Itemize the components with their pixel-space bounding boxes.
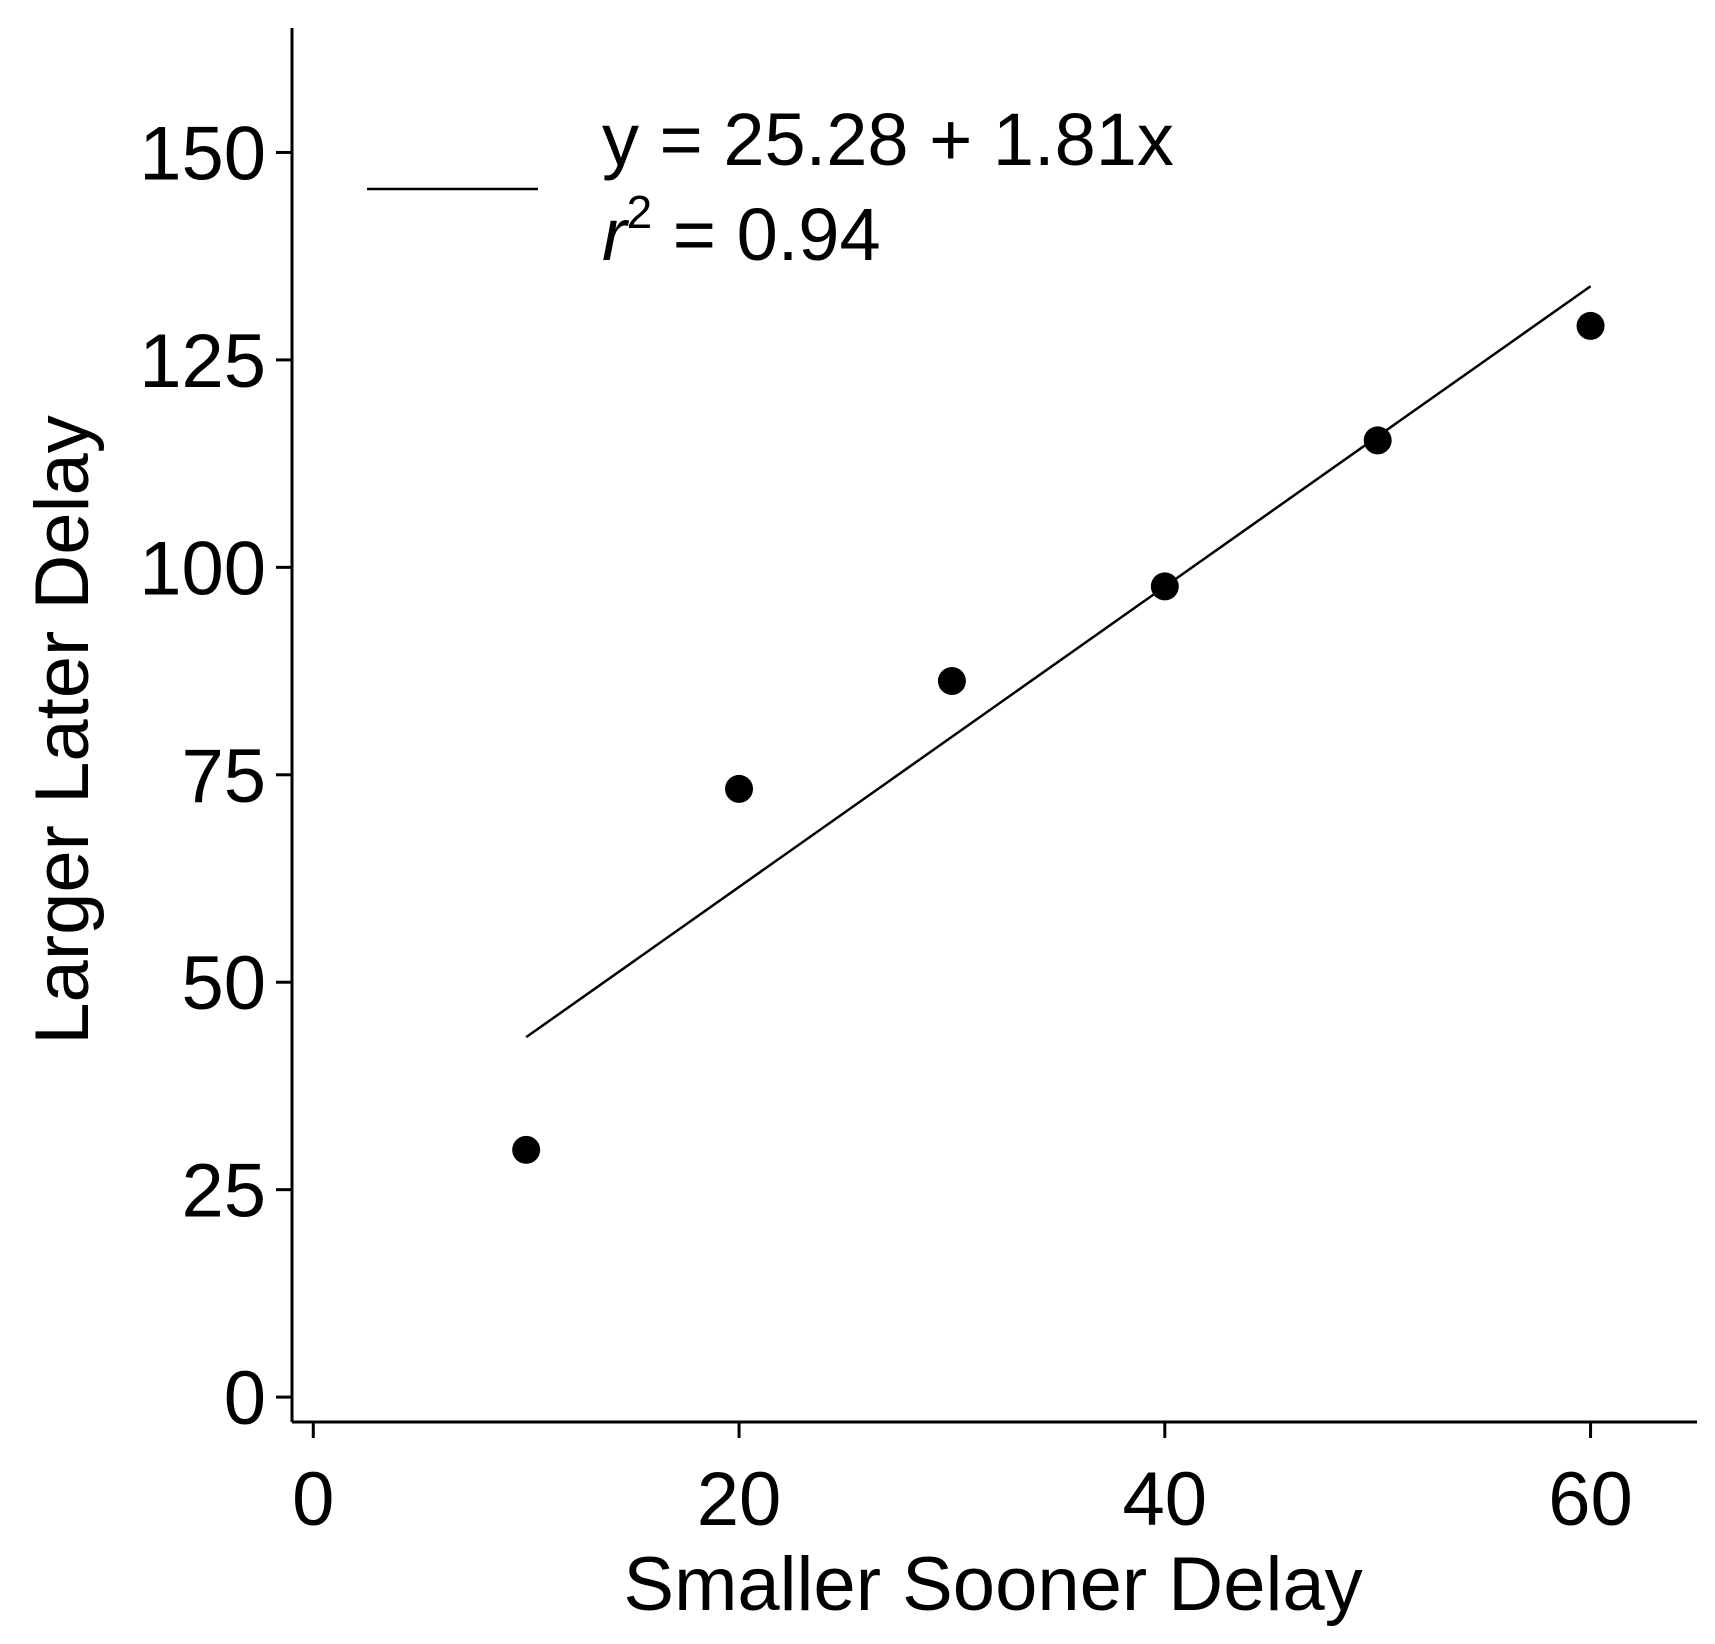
- legend-r-squared: r2 = 0.94: [602, 186, 881, 276]
- data-point: [512, 1135, 541, 1164]
- y-axis-label: Larger Later Delay: [20, 415, 105, 1044]
- legend-equation: y = 25.28 + 1.81x: [602, 98, 1174, 181]
- data-point: [1576, 311, 1605, 340]
- data-point: [725, 774, 754, 803]
- axes: [290, 28, 1697, 1424]
- legend: y = 25.28 + 1.81x r2 = 0.94: [367, 98, 1174, 276]
- y-ticks: 0 25 50 75 100 125 150: [139, 111, 292, 1441]
- regression-line-group: [525, 285, 1592, 1039]
- r-squared-value: = 0.94: [652, 193, 880, 276]
- x-tick-label: 60: [1548, 1457, 1633, 1542]
- x-tick-label: 40: [1123, 1457, 1208, 1542]
- y-tick-label: 125: [139, 319, 266, 404]
- y-tick-label: 25: [181, 1149, 266, 1234]
- data-point: [1363, 426, 1392, 455]
- r-squared-exponent: 2: [627, 186, 653, 238]
- y-tick-label: 50: [181, 941, 266, 1026]
- data-point: [1150, 572, 1179, 601]
- x-tick-label: 0: [292, 1457, 334, 1542]
- data-point: [937, 667, 966, 696]
- y-tick-label: 0: [224, 1356, 266, 1441]
- y-tick-label: 150: [139, 111, 266, 196]
- r-squared-symbol: r: [602, 193, 630, 276]
- x-axis-label: Smaller Sooner Delay: [623, 1542, 1362, 1627]
- regression-line: [525, 285, 1592, 1039]
- x-tick-label: 20: [697, 1457, 782, 1542]
- data-points: [512, 311, 1605, 1164]
- x-ticks: 0 20 40 60: [292, 1422, 1633, 1542]
- y-tick-label: 75: [181, 734, 266, 819]
- y-tick-label: 100: [139, 526, 266, 611]
